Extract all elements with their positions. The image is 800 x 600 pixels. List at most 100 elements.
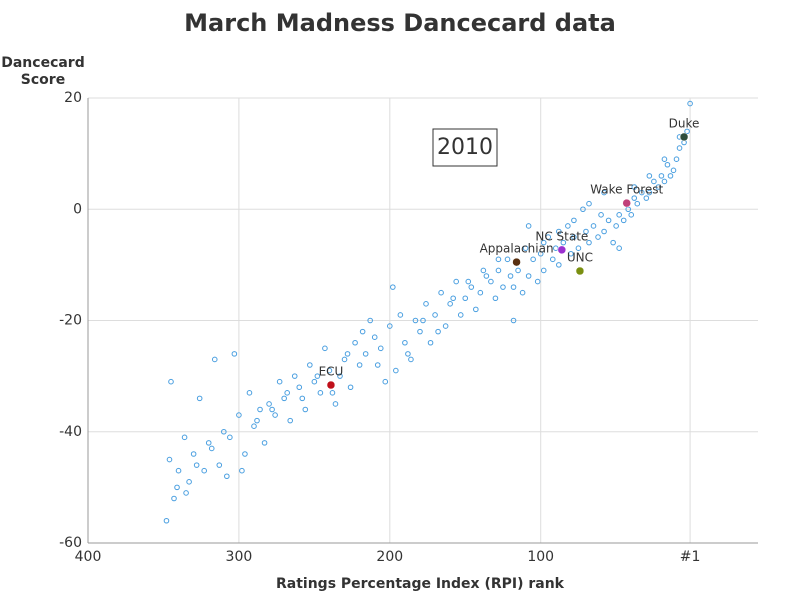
point (495, 256, 502, 263)
point (317, 390, 324, 396)
highlight-label: ECU (319, 365, 344, 379)
point (408, 356, 414, 363)
point (291, 373, 298, 379)
point (457, 312, 464, 318)
point (646, 189, 653, 196)
point (371, 334, 378, 340)
point (442, 323, 449, 329)
point (634, 200, 641, 207)
point (661, 156, 668, 162)
point (196, 395, 203, 402)
y-tick-label: 0 (73, 201, 82, 217)
point (500, 284, 506, 290)
point (314, 373, 321, 379)
point (251, 423, 257, 429)
point (190, 451, 197, 457)
point (438, 289, 444, 296)
point (276, 378, 283, 385)
point (473, 306, 479, 313)
highlight-point (326, 380, 336, 390)
point (402, 339, 408, 346)
point (435, 328, 441, 335)
point (684, 128, 690, 135)
point (193, 462, 200, 468)
point (186, 479, 192, 485)
point (236, 412, 242, 418)
point (655, 184, 662, 190)
point (560, 239, 567, 246)
highlight-point (557, 245, 567, 255)
point (537, 250, 544, 257)
point (329, 390, 336, 396)
point (556, 262, 562, 268)
point (359, 328, 366, 335)
x-tick-label: 400 (75, 549, 102, 565)
point (387, 323, 393, 329)
point (590, 223, 597, 229)
point (477, 289, 484, 296)
point (344, 351, 351, 357)
point (261, 440, 268, 446)
point (423, 301, 429, 307)
point (504, 256, 511, 263)
point (571, 217, 577, 224)
point (367, 317, 373, 324)
point (616, 245, 622, 251)
point (595, 234, 601, 240)
highlight-label: UNC (567, 250, 593, 264)
point (453, 278, 459, 285)
point (583, 228, 589, 235)
point (171, 495, 177, 502)
point (347, 384, 354, 391)
point (492, 295, 499, 302)
point (311, 378, 318, 385)
point (540, 239, 547, 246)
point (216, 462, 223, 468)
point (534, 278, 541, 285)
point (586, 200, 592, 207)
point (341, 356, 348, 363)
annotation: 2010 (437, 135, 493, 160)
point (208, 445, 215, 452)
point (405, 351, 411, 357)
point (201, 467, 207, 474)
point (651, 178, 657, 185)
point (510, 284, 517, 290)
point (552, 245, 559, 251)
point (661, 178, 668, 185)
point (307, 362, 313, 368)
point (272, 412, 278, 418)
point (382, 378, 389, 385)
annotation-box (432, 128, 498, 167)
point (374, 362, 381, 368)
point (613, 223, 619, 229)
point (510, 317, 517, 324)
highlight-label: NC State (535, 229, 588, 243)
point (356, 362, 363, 368)
highlight-point (622, 198, 631, 208)
point (166, 456, 173, 463)
y-tick-label: -20 (59, 313, 82, 329)
point (168, 378, 174, 385)
x-tick-label: #1 (680, 549, 701, 565)
point (174, 484, 180, 491)
highlight-point (512, 257, 521, 267)
point (646, 173, 653, 179)
point (163, 517, 170, 524)
point (571, 234, 577, 240)
point (183, 490, 189, 496)
point (224, 473, 230, 480)
point (269, 406, 275, 413)
point (631, 184, 638, 190)
point (525, 223, 532, 229)
point (221, 428, 227, 435)
point (495, 267, 502, 274)
point (565, 223, 571, 229)
point (465, 278, 472, 285)
point (205, 440, 212, 446)
chart-title: March Madness Dancecard data (184, 9, 616, 37)
point (337, 373, 343, 379)
highlight-label: Appalachian (480, 242, 554, 256)
point (670, 167, 677, 174)
point (302, 406, 309, 413)
